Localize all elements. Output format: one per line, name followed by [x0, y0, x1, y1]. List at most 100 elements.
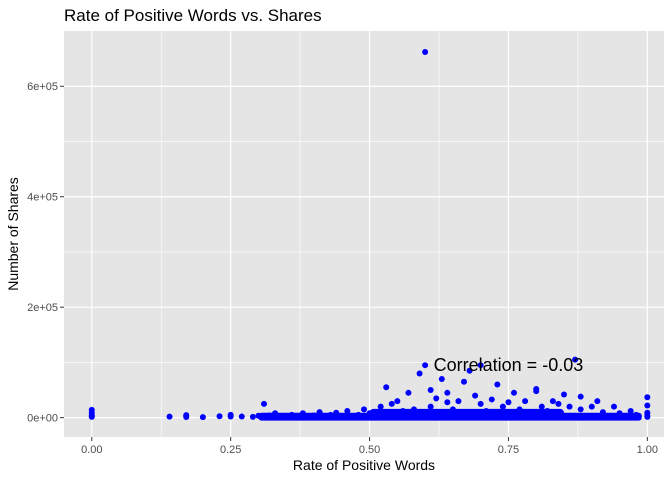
- data-point: [444, 399, 451, 406]
- data-point: [361, 406, 367, 413]
- x-axis-title: Rate of Positive Words: [293, 457, 435, 473]
- data-point: [499, 403, 506, 410]
- x-axis-ticks: 0.00 0.25 0.50 0.75 1.00: [81, 437, 658, 456]
- data-point: [277, 413, 284, 420]
- data-point: [388, 400, 395, 407]
- data-point: [511, 389, 517, 396]
- data-point: [538, 403, 545, 410]
- data-point: [477, 362, 484, 369]
- data-point: [588, 403, 595, 410]
- data-point: [483, 408, 490, 415]
- data-point: [577, 393, 584, 400]
- data-point: [644, 412, 651, 419]
- data-point: [527, 409, 534, 416]
- data-points: [88, 48, 651, 421]
- data-point: [405, 389, 412, 396]
- data-point: [299, 410, 306, 417]
- x-tick-label: 0.00: [81, 444, 102, 456]
- data-point: [422, 48, 429, 55]
- data-point: [627, 408, 634, 415]
- data-point: [566, 403, 573, 410]
- data-point: [166, 413, 173, 420]
- data-point: [327, 411, 334, 418]
- data-point: [427, 403, 434, 410]
- data-point: [611, 403, 617, 410]
- data-point: [633, 411, 640, 418]
- data-point: [494, 381, 501, 388]
- data-point: [316, 409, 323, 416]
- data-point: [238, 413, 245, 420]
- chart-title: Rate of Positive Words vs. Shares: [64, 6, 322, 25]
- data-point: [88, 406, 95, 413]
- data-point: [333, 409, 340, 416]
- data-point: [472, 392, 479, 399]
- data-point: [255, 412, 262, 419]
- data-point: [338, 413, 345, 420]
- data-point: [644, 394, 651, 401]
- data-point: [377, 403, 384, 410]
- data-point: [444, 389, 451, 396]
- data-point: [555, 400, 562, 407]
- data-point: [366, 410, 373, 417]
- data-point: [549, 398, 556, 405]
- y-tick-label: 0e+00: [27, 413, 58, 425]
- data-point: [294, 413, 301, 420]
- data-point: [288, 411, 295, 418]
- data-point: [449, 406, 456, 413]
- data-point: [355, 411, 362, 418]
- data-point: [183, 412, 190, 419]
- data-point: [266, 412, 273, 419]
- data-point: [572, 356, 579, 363]
- data-point: [416, 370, 423, 377]
- data-point: [505, 399, 512, 406]
- data-point: [411, 406, 417, 413]
- data-point: [477, 400, 484, 407]
- data-point: [455, 398, 462, 405]
- y-axis-title: Number of Shares: [5, 177, 21, 291]
- data-point: [272, 410, 279, 417]
- data-point: [544, 408, 551, 415]
- data-point: [249, 413, 256, 420]
- data-point: [399, 408, 406, 415]
- data-point: [466, 367, 473, 374]
- data-point: [216, 413, 223, 420]
- minor-gridlines: [64, 31, 664, 437]
- data-point: [533, 385, 540, 392]
- data-point: [461, 409, 467, 416]
- data-point: [577, 406, 584, 413]
- data-point: [488, 396, 495, 403]
- data-point: [344, 408, 351, 415]
- data-point: [438, 376, 445, 382]
- y-tick-label: 6e+05: [27, 81, 58, 93]
- data-point: [616, 410, 623, 417]
- data-point: [261, 400, 267, 407]
- y-axis-ticks: 0e+00 2e+05 4e+05 6e+05: [27, 81, 64, 425]
- x-tick-label: 0.50: [359, 444, 380, 456]
- data-point: [433, 395, 440, 402]
- data-point: [561, 391, 567, 398]
- panel-background: [64, 31, 664, 437]
- data-point: [516, 406, 523, 413]
- data-point: [461, 378, 467, 385]
- data-point: [383, 413, 390, 420]
- data-point: [311, 412, 317, 419]
- x-tick-label: 0.75: [498, 444, 519, 456]
- data-point: [522, 398, 529, 405]
- data-point: [261, 414, 267, 421]
- data-point: [227, 411, 234, 418]
- data-point: [88, 413, 95, 420]
- data-point: [422, 362, 429, 369]
- data-point: [199, 414, 206, 421]
- y-tick-label: 4e+05: [27, 192, 58, 204]
- data-point: [433, 410, 440, 417]
- data-point: [644, 402, 651, 409]
- x-tick-label: 1.00: [637, 444, 658, 456]
- x-tick-label: 0.25: [220, 444, 241, 456]
- data-point: [394, 398, 401, 405]
- data-point: [599, 409, 606, 416]
- data-point: [594, 398, 601, 405]
- data-point: [427, 387, 434, 394]
- correlation-annotation: Correlation = -0.03: [434, 355, 584, 375]
- y-tick-label: 2e+05: [27, 302, 58, 314]
